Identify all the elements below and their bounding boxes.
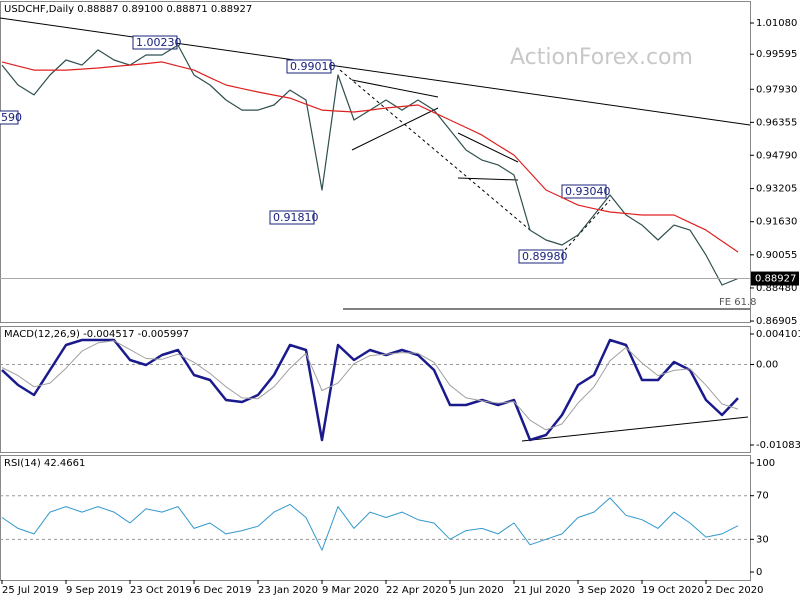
annotation-box bbox=[561, 184, 607, 199]
panel-title: RSI(14) 42.4661 bbox=[4, 458, 85, 469]
y-tick-label: 0.99595 bbox=[756, 49, 797, 60]
y-tick-label: 0.90055 bbox=[756, 250, 797, 261]
y-tick-label: 100 bbox=[756, 458, 775, 469]
x-tick-label: 25 Jul 2019 bbox=[2, 585, 59, 596]
y-tick-label: 70 bbox=[756, 491, 769, 502]
panel-title: USDCHF,Daily 0.88887 0.89100 0.88871 0.8… bbox=[4, 4, 252, 15]
last-price-label: 0.88927 bbox=[755, 274, 796, 285]
price-panel bbox=[0, 1, 751, 323]
annotation: 1.00230 bbox=[136, 36, 182, 49]
x-tick-label: 6 Dec 2019 bbox=[194, 585, 252, 596]
annotation-box bbox=[286, 59, 332, 74]
x-tick-label: 2 Dec 2020 bbox=[706, 585, 764, 596]
x-tick-label: 21 Jul 2020 bbox=[514, 585, 571, 596]
x-tick-label: 9 Sep 2019 bbox=[66, 585, 123, 596]
annotation-box bbox=[0, 110, 19, 125]
annotation: 0.93040 bbox=[565, 185, 611, 198]
series-line bbox=[1, 338, 739, 442]
x-tick-label: 3 Sep 2020 bbox=[578, 585, 635, 596]
annotation-box bbox=[518, 249, 564, 264]
y-tick-label: 0.96355 bbox=[756, 117, 797, 128]
y-tick-label: 0.88480 bbox=[756, 283, 797, 294]
y-tick-label: 0.97930 bbox=[756, 84, 797, 95]
x-tick-label: 5 Jun 2020 bbox=[450, 585, 504, 596]
annotation-box bbox=[269, 210, 315, 225]
watermark: ActionForex.com bbox=[510, 45, 693, 70]
x-tick-label: 22 Apr 2020 bbox=[386, 585, 448, 596]
x-tick-label: 19 Oct 2020 bbox=[642, 585, 704, 596]
annotation: 590 bbox=[1, 111, 22, 124]
x-tick-label: 9 Mar 2020 bbox=[322, 585, 379, 596]
annotation-box bbox=[132, 35, 178, 50]
annotation: 0.99010 bbox=[290, 60, 336, 73]
x-tick-label: 23 Oct 2019 bbox=[130, 585, 192, 596]
y-tick-label: 0.93205 bbox=[756, 184, 797, 195]
trendlines bbox=[0, 17, 751, 442]
y-tick-label: 1.01080 bbox=[756, 18, 797, 29]
macd-panel bbox=[0, 326, 751, 453]
y-tick-label: 30 bbox=[756, 534, 769, 545]
series-line bbox=[1, 340, 739, 431]
y-tick-label: 0.00 bbox=[756, 359, 778, 370]
annotation: 0.91810 bbox=[273, 211, 319, 224]
panel-title: MACD(12,26,9) -0.004517 -0.005997 bbox=[4, 329, 189, 340]
y-tick-label: 0.86905 bbox=[756, 316, 797, 327]
x-tick-label: 23 Jan 2020 bbox=[258, 585, 318, 596]
annotation: 0.89980 bbox=[522, 250, 568, 263]
y-tick-label: 0.91630 bbox=[756, 217, 797, 228]
annotation: FE 61.8 bbox=[719, 297, 757, 308]
y-tick-label: -0.010833 bbox=[756, 440, 800, 451]
series-line bbox=[1, 497, 739, 551]
rsi-panel bbox=[0, 455, 751, 581]
y-tick-label: 0.004101 bbox=[756, 329, 800, 340]
y-tick-label: 0 bbox=[756, 567, 762, 578]
last-price-box bbox=[751, 271, 799, 286]
series-line bbox=[1, 61, 739, 253]
y-tick-label: 0.94790 bbox=[756, 150, 797, 161]
